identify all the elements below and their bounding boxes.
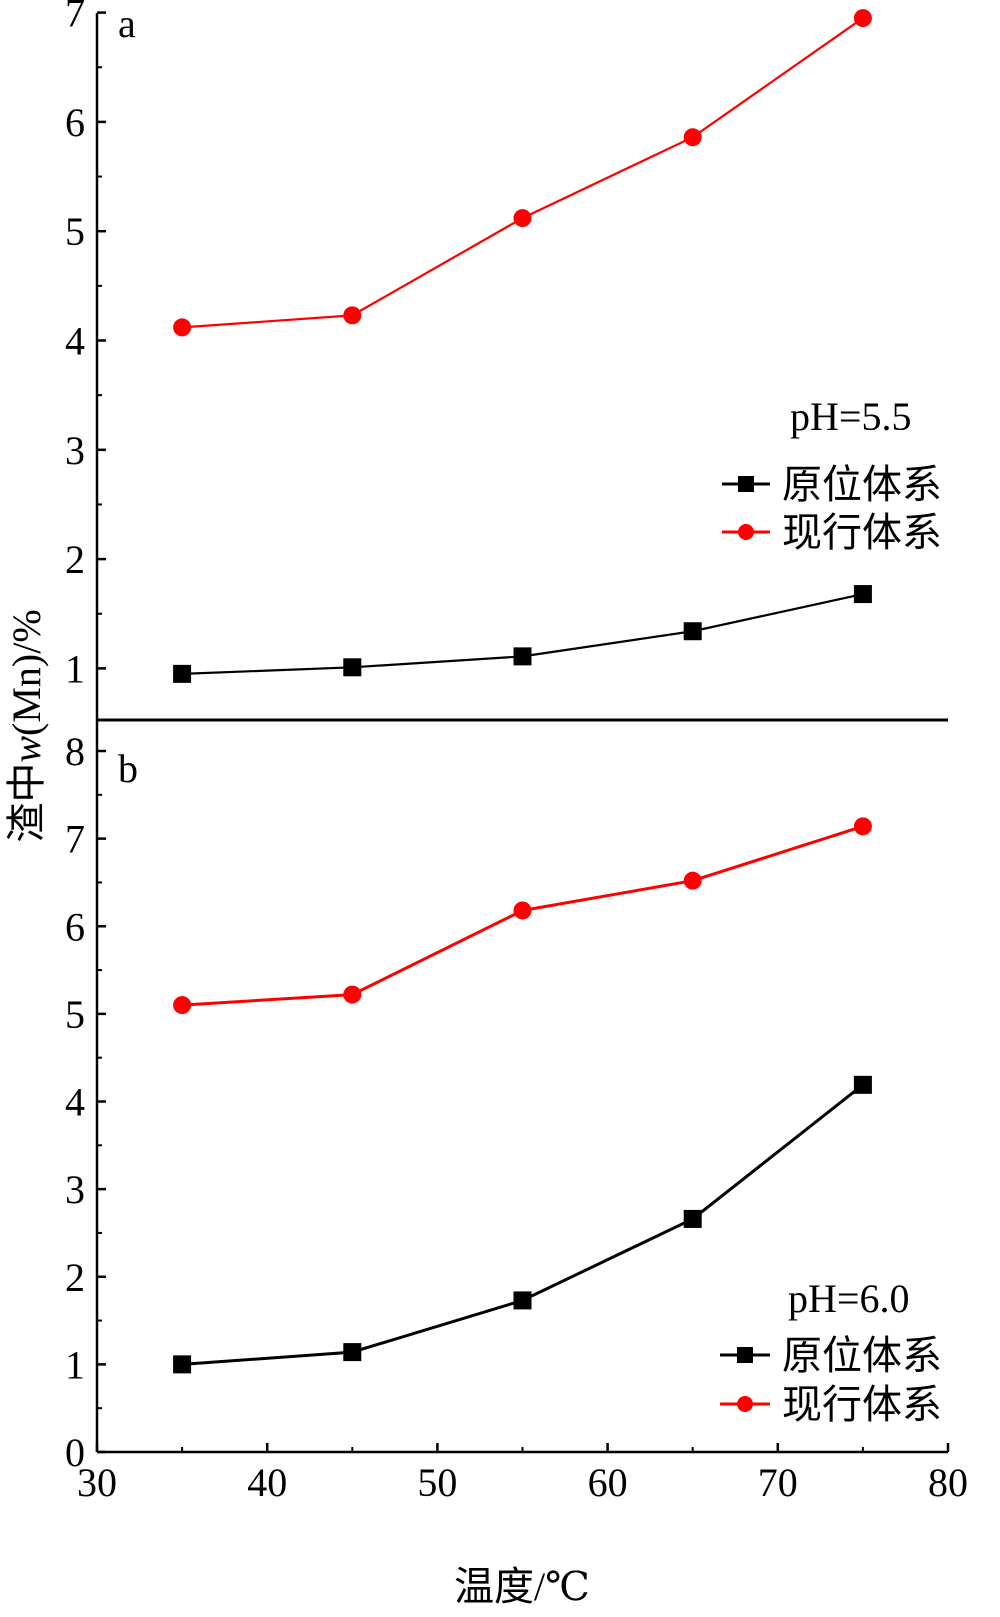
data-point-square <box>173 664 192 683</box>
data-point-circle <box>853 817 872 836</box>
data-point-square <box>513 1291 532 1310</box>
data-point-circle <box>513 901 532 920</box>
x-tick-label: 50 <box>417 1460 457 1505</box>
x-tick-label: 60 <box>588 1460 628 1505</box>
y-tick-label: 6 <box>65 904 85 949</box>
x-tick-label: 30 <box>77 1460 117 1505</box>
y-tick-label: 0 <box>65 1430 85 1475</box>
data-point-square <box>343 658 362 677</box>
legend-marker-circle <box>737 1396 753 1412</box>
y-tick-label: 1 <box>65 1342 85 1387</box>
data-point-square <box>513 647 532 666</box>
data-point-square <box>343 1343 362 1362</box>
y-tick-label: 2 <box>65 537 85 582</box>
x-tick-label: 70 <box>758 1460 798 1505</box>
data-point-circle <box>343 985 362 1004</box>
series-line-current <box>182 17 864 329</box>
y-tick-label: 3 <box>65 428 85 473</box>
panel-label: b <box>118 746 138 791</box>
data-point-circle <box>343 306 362 325</box>
data-point-circle <box>853 9 872 28</box>
data-point-circle <box>513 209 532 228</box>
y-tick-label: 4 <box>65 1080 85 1125</box>
data-point-circle <box>683 128 702 147</box>
legend-title: pH=5.5 <box>790 394 911 439</box>
legend-marker-circle <box>738 524 754 540</box>
y-tick-label: 8 <box>65 729 85 774</box>
panel-label: a <box>118 1 136 46</box>
data-point-circle <box>173 318 192 337</box>
y-tick-label: 3 <box>65 1167 85 1212</box>
data-point-circle <box>173 996 192 1015</box>
y-tick-label: 5 <box>65 992 85 1037</box>
data-point-square <box>853 585 872 604</box>
data-point-square <box>853 1075 872 1094</box>
legend-marker-square <box>738 476 754 492</box>
y-tick-label: 7 <box>65 0 85 36</box>
legend-label: 现行体系 <box>782 510 942 555</box>
y-tick-label: 7 <box>65 817 85 862</box>
legend-marker-square <box>737 1347 753 1363</box>
x-tick-label: 80 <box>928 1460 968 1505</box>
legend-label: 原位体系 <box>782 1333 942 1378</box>
y-axis-title: 渣中w(Mn)/% <box>4 609 49 842</box>
y-tick-label: 1 <box>65 646 85 691</box>
y-tick-label: 4 <box>65 319 85 364</box>
data-point-square <box>683 622 702 641</box>
y-tick-label: 2 <box>65 1255 85 1300</box>
series-line-in-situ <box>181 1083 864 1366</box>
legend-title: pH=6.0 <box>788 1276 909 1321</box>
data-point-square <box>683 1209 702 1228</box>
data-point-circle <box>683 871 702 890</box>
x-tick-label: 40 <box>247 1460 287 1505</box>
y-tick-label: 6 <box>65 100 85 145</box>
y-tick-label: 5 <box>65 209 85 254</box>
data-point-square <box>173 1355 192 1374</box>
legend-label: 现行体系 <box>782 1382 942 1427</box>
legend-label: 原位体系 <box>782 462 942 507</box>
x-axis-title: 温度/℃ <box>454 1564 590 1609</box>
